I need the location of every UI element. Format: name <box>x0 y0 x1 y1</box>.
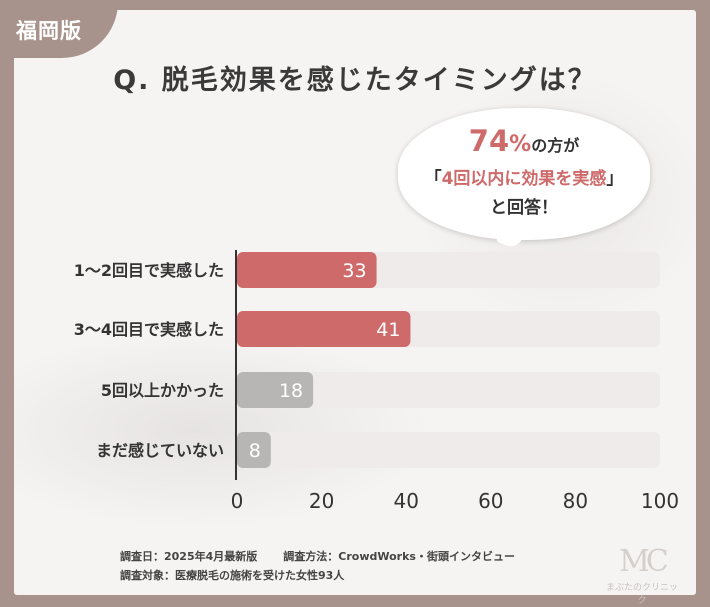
callout-line-2: 「4回以内に効果を実感」 <box>398 164 650 189</box>
chart-title: Q. 脱毛効果を感じたタイミングは？ <box>113 65 597 96</box>
x-tick-label: 80 <box>563 489 588 513</box>
callout-open-bracket: 「 <box>424 169 442 189</box>
x-tick-label: 20 <box>309 489 334 513</box>
footer-line-1: 調査日：2025年4月最新版 調査方法：CrowdWorks・街頭インタビュー <box>120 548 515 564</box>
logo-mark: MC <box>619 544 669 579</box>
region-label: 福岡版 <box>16 19 82 43</box>
bar-value-label: 33 <box>342 260 366 282</box>
callout-percent-sign: % <box>509 132 532 157</box>
bar <box>237 432 271 468</box>
callout-line-3: と回答！ <box>490 198 558 218</box>
clinic-logo: MC まぶたのクリニック <box>602 544 682 607</box>
logo-name: まぶたのクリニック <box>605 583 678 606</box>
category-label: 1〜2回目で実感した <box>74 261 224 280</box>
survey-method: 調査方法：CrowdWorks・街頭インタビュー <box>283 550 515 563</box>
bar-value-label: 18 <box>279 380 303 402</box>
callout-highlight: 4回以内に効果を実感 <box>441 169 607 189</box>
bar-track <box>237 432 660 468</box>
callout-percent: 74 <box>468 124 510 158</box>
x-tick-label: 60 <box>478 489 503 513</box>
bar <box>237 252 377 288</box>
chart-card <box>14 10 696 595</box>
callout-close-bracket: 」 <box>606 169 624 189</box>
bar-value-label: 8 <box>249 440 261 462</box>
callout-bubble <box>398 108 650 240</box>
bar <box>237 372 314 408</box>
background-shade <box>14 330 434 530</box>
category-label: 3〜4回目で実感した <box>74 320 224 339</box>
callout-line-1: 74%の方が <box>398 124 650 158</box>
category-label: 5回以上かかった <box>101 381 224 400</box>
x-tick-label: 40 <box>393 489 418 513</box>
x-tick-label: 100 <box>641 489 679 513</box>
category-label: まだ感じていない <box>96 441 224 460</box>
x-tick-label: 0 <box>231 489 244 513</box>
survey-target: 調査対象：医療脱毛の施術を受けた女性93人 <box>120 569 345 582</box>
bar <box>237 311 411 347</box>
callout-line1-suffix: の方が <box>531 136 580 155</box>
bar-track <box>237 372 660 408</box>
survey-date: 調査日：2025年4月最新版 <box>120 550 258 563</box>
bar-value-label: 41 <box>376 319 400 341</box>
